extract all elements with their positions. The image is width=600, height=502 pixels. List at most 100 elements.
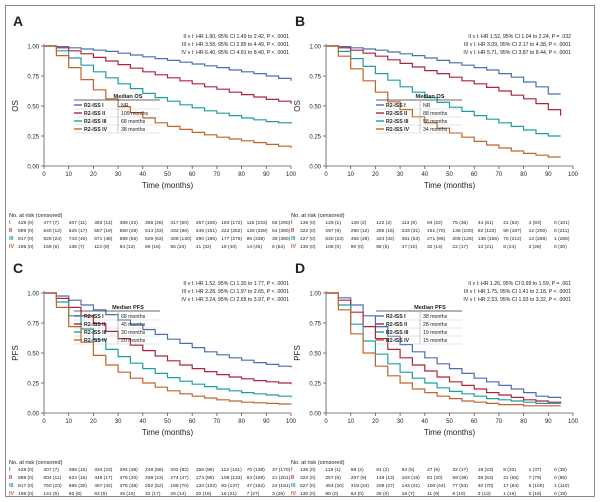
panel-a-risk-cell: 19 (40) <box>221 244 237 250</box>
panel-a-risk-cell: 290 (196) <box>196 236 217 242</box>
panel-d-x-axis-title: Time (months) <box>424 428 476 437</box>
panel-a-risk-cell: 550 (28) <box>120 228 139 234</box>
panel-d-risk-cell: 0 (85) <box>554 475 567 481</box>
panel-b-x-tick-label: 10 <box>347 172 354 178</box>
panel-a-legend-label: R2-ISS I <box>84 103 104 109</box>
panel-d-risk-cell: 32 (17) <box>452 467 468 473</box>
panel-d-risk-cell: 135 (0) <box>300 467 316 473</box>
panel-b-risk-cell: 113 (8) <box>402 220 418 226</box>
panel-d: D 0.00 0.25 0.50 0.75 1.00 0 10 20 30 40 50 60 70 80 90… <box>291 260 579 497</box>
panel-a-risk-cell: 428 (0) <box>18 220 34 226</box>
panel-b-risk-cell: 161 (70) <box>427 228 446 234</box>
km-figure-svg: A 0.00 0.25 0.50 0.75 1.00 0 10 20 30 40 50 60 70 80 90… <box>9 13 579 497</box>
panel-a-x-tick-label: 50 <box>164 172 171 178</box>
panel-c-risk-cell: 3 (28) <box>272 491 285 496</box>
panel-c-legend-title: Median PFS <box>112 305 144 311</box>
panel-a-risk-cell: 136 (7) <box>69 244 85 250</box>
panel-b-legend-median: NR <box>423 103 431 109</box>
panel-a-x-tick-label: 70 <box>214 172 221 178</box>
panel-c-risk-cell: 524 (16) <box>69 475 88 481</box>
panel-c-x-tick-label: 100 <box>286 419 297 425</box>
panel-a-series-r2-iss-ii <box>44 45 292 104</box>
panel-b-risk-cell: 68 (6) <box>376 244 389 250</box>
panel-d-hr-annotation: III v I: HR 1.75, 95% CI 1.41 to 2.18, P… <box>464 289 571 295</box>
panel-d-risk-cell: 322 (0) <box>300 475 316 481</box>
panel-c-legend-label: R2-ISS IV <box>84 338 108 344</box>
panel-d-risk-cell: 119 (1) <box>325 467 341 473</box>
panel-c-risk-row-label: IV <box>9 491 14 496</box>
panel-a-legend-label: R2-ISS III <box>84 119 107 125</box>
panel-c-risk-cell: 158 (96) <box>196 467 215 473</box>
panel-a-series-r2-iss-iv <box>44 45 292 148</box>
panel-b-risk-cell: 465 (29) <box>351 236 370 242</box>
panel-b-x-axis-title: Time (months) <box>424 181 476 190</box>
panel-a-legend-median: 68 months <box>121 119 146 125</box>
panel-a-x-tick-label: 40 <box>139 172 146 178</box>
panel-c-risk-cell: 750 (23) <box>43 483 62 489</box>
panel-a-risk-cell: 477 (7) <box>43 220 59 226</box>
panel-a-risk-cell: 55 (290) <box>272 220 291 226</box>
panel-a-risk-cell: 69 (16) <box>145 244 161 250</box>
panel-b-risk-row-label: III <box>291 236 296 242</box>
panel-b-risk-cell: 0 (30) <box>554 244 567 250</box>
panel-b-risk-cell: 12 (200) <box>529 228 548 234</box>
panel-a-legend-title: Median OS <box>114 94 143 100</box>
panel-b-y-tick-label: 0.50 <box>309 105 321 111</box>
panel-d-risk-cell: 100 (44) <box>427 483 446 489</box>
panel-b-risk-cell: 129 (1) <box>325 220 341 226</box>
panel-c-risk-row-label: II <box>9 475 12 481</box>
panel-a-hr-annotation: III v I: HR 3.58, 95% CI 2.85 to 4.49, P… <box>182 42 289 48</box>
panel-a-y-tick-label: 1.00 <box>27 45 39 51</box>
panel-a-risk-cell: 54 (390) <box>272 228 291 234</box>
panel-c-series-r2-iss-iii <box>44 292 292 398</box>
panel-a-legend-label: R2-ISS II <box>84 111 106 117</box>
panel-b-risk-cell: 70 (214) <box>503 236 522 242</box>
panel-a-x-tick-label: 20 <box>90 172 97 178</box>
panel-c-legend-median: 68 months <box>121 314 146 320</box>
panel-c-risk-cell: 448 (17) <box>94 475 113 481</box>
panel-d-risk-cell: 143 (31) <box>402 483 421 489</box>
panel-a-legend-label: R2-ISS IV <box>84 127 108 133</box>
panel-d-risk-cell: 0 (19) <box>554 491 567 496</box>
panel-b-risk-cell: 122 (2) <box>376 220 392 226</box>
panel-d-x-tick-label: 80 <box>520 419 527 425</box>
panel-b-risk-cell: 361 (53) <box>402 236 421 242</box>
panel-a-risk-cell: 743 (40) <box>69 236 88 242</box>
panel-b-x-tick-label: 20 <box>372 172 379 178</box>
panel-d-risk-cell: 47 (6) <box>427 467 440 473</box>
panel-d-risk-cell: 59 (38) <box>452 475 468 481</box>
panel-b-risk-cell: 130 (0) <box>300 244 316 250</box>
panel-a-x-axis-title: Time (months) <box>142 181 194 190</box>
panel-b-risk-cell: 13 (21) <box>478 244 494 250</box>
panel-d-risk-cell: 81 (20) <box>427 475 443 481</box>
panel-a-risk-row-label: II <box>9 228 12 234</box>
panel-c-risk-cell: 294 (38) <box>120 467 139 473</box>
panel-a-risk-cell: 671 (48) <box>94 236 113 242</box>
panel-d-legend-label: R2-ISS I <box>386 314 406 320</box>
panel-c-risk-cell: 21 (201) <box>272 475 291 481</box>
panel-a-risk-cell: 84 (13) <box>120 244 136 250</box>
panel-d-x-tick-label: 90 <box>545 419 552 425</box>
panel-a-risk-cell: 115 (233) <box>247 220 268 226</box>
panel-c-risk-cell: 64 (159) <box>247 475 266 481</box>
panel-d-x-tick-label: 30 <box>397 419 404 425</box>
panel-c-risk-cell: 899 (0) <box>18 475 34 481</box>
panel-d-risk-cell: 88 (0) <box>325 491 338 496</box>
panel-a-risk-row-label: IV <box>9 244 14 250</box>
panel-c-risk-row-label: III <box>9 483 14 489</box>
panel-c-risk-cell: 375 (48) <box>120 483 139 489</box>
panel-b-risk-cell: 233 (31) <box>402 228 421 234</box>
panel-c-y-tick-label: 0.50 <box>27 352 39 358</box>
panel-b-risk-cell: 22 (17) <box>452 244 468 250</box>
panel-b-risk-cell: 136 (100) <box>452 228 473 234</box>
panel-d-hr-annotation: IV v I: HR 2.53, 95% CI 1.93 to 3.32, P … <box>463 297 571 303</box>
panel-d-y-tick-label: 0.25 <box>309 382 321 388</box>
panel-d-risk-cell: 1 (110) <box>554 483 570 489</box>
panel-d-legend-title: Median PFS <box>414 305 446 311</box>
panel-a-risk-cell: 267 (106) <box>196 220 217 226</box>
panel-d-x-tick-label: 20 <box>372 419 379 425</box>
panel-d-risk-cell: 319 (24) <box>351 483 370 489</box>
panel-d-risk-cell: 11 (9) <box>427 491 440 496</box>
panel-a-risk-cell: 159 (6) <box>43 244 59 250</box>
panel-d-risk-cell: 207 (9) <box>351 475 367 481</box>
